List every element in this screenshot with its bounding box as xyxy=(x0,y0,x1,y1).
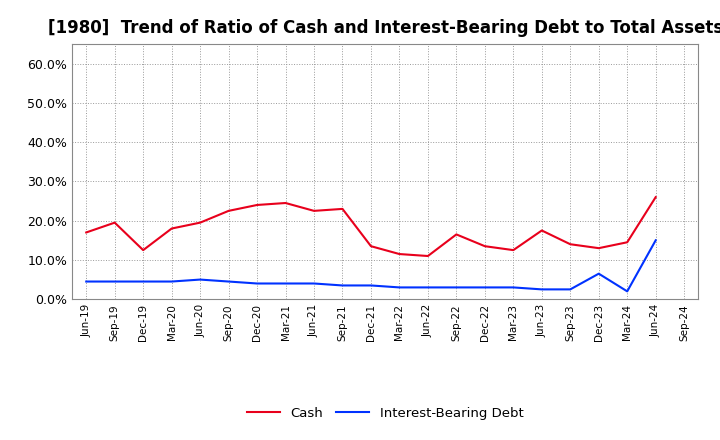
Cash xyxy=(110,220,119,225)
Line: Cash: Cash xyxy=(86,197,656,256)
Cash xyxy=(139,247,148,253)
Interest-Bearing Debt xyxy=(282,281,290,286)
Cash xyxy=(225,208,233,213)
Cash xyxy=(623,240,631,245)
Cash xyxy=(566,242,575,247)
Cash xyxy=(395,251,404,257)
Interest-Bearing Debt xyxy=(110,279,119,284)
Cash xyxy=(338,206,347,212)
Interest-Bearing Debt xyxy=(537,287,546,292)
Interest-Bearing Debt xyxy=(167,279,176,284)
Cash xyxy=(310,208,318,213)
Interest-Bearing Debt xyxy=(196,277,204,282)
Interest-Bearing Debt xyxy=(480,285,489,290)
Line: Interest-Bearing Debt: Interest-Bearing Debt xyxy=(86,240,656,291)
Interest-Bearing Debt xyxy=(509,285,518,290)
Cash xyxy=(167,226,176,231)
Cash xyxy=(253,202,261,208)
Cash xyxy=(282,200,290,205)
Legend: Cash, Interest-Bearing Debt: Cash, Interest-Bearing Debt xyxy=(241,402,529,425)
Interest-Bearing Debt xyxy=(225,279,233,284)
Title: [1980]  Trend of Ratio of Cash and Interest-Bearing Debt to Total Assets: [1980] Trend of Ratio of Cash and Intere… xyxy=(48,19,720,37)
Cash xyxy=(480,244,489,249)
Interest-Bearing Debt xyxy=(566,287,575,292)
Cash xyxy=(196,220,204,225)
Cash xyxy=(82,230,91,235)
Interest-Bearing Debt xyxy=(310,281,318,286)
Interest-Bearing Debt xyxy=(595,271,603,276)
Interest-Bearing Debt xyxy=(423,285,432,290)
Cash xyxy=(423,253,432,259)
Interest-Bearing Debt xyxy=(253,281,261,286)
Interest-Bearing Debt xyxy=(395,285,404,290)
Cash xyxy=(452,232,461,237)
Interest-Bearing Debt xyxy=(338,283,347,288)
Cash xyxy=(537,228,546,233)
Interest-Bearing Debt xyxy=(82,279,91,284)
Cash xyxy=(366,244,375,249)
Interest-Bearing Debt xyxy=(652,238,660,243)
Interest-Bearing Debt xyxy=(623,289,631,294)
Cash xyxy=(652,194,660,200)
Cash xyxy=(595,246,603,251)
Interest-Bearing Debt xyxy=(452,285,461,290)
Interest-Bearing Debt xyxy=(139,279,148,284)
Interest-Bearing Debt xyxy=(366,283,375,288)
Cash xyxy=(509,247,518,253)
